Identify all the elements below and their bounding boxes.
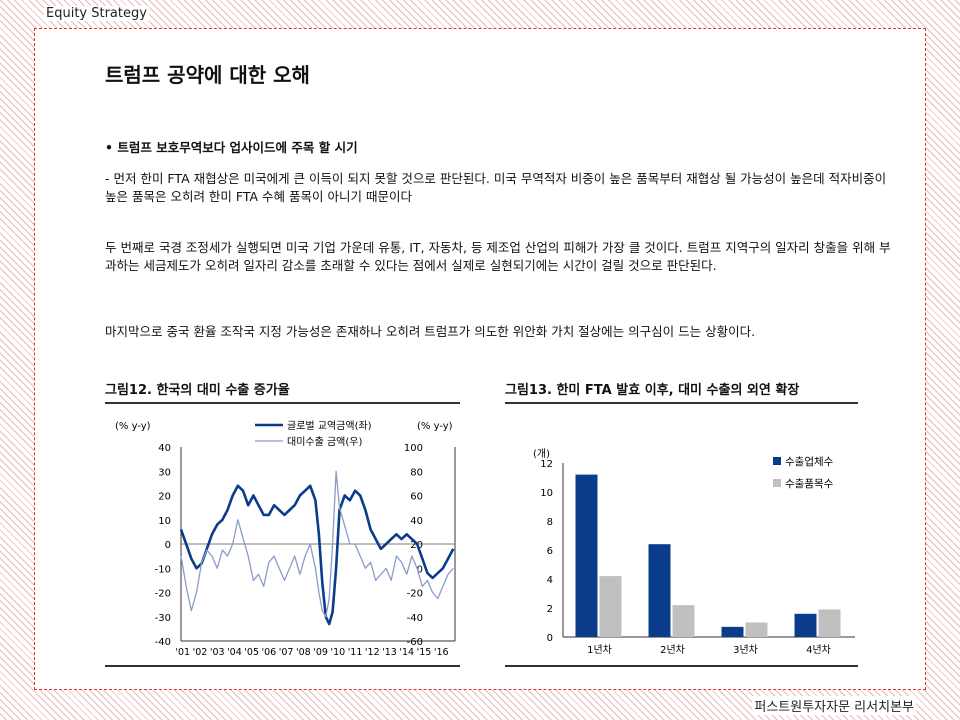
left-axis-unit: (% y-y)	[115, 421, 151, 432]
report-panel: 트럼프 공약에 대한 오해 • 트럼프 보호무역보다 업사이드에 주목 할 시기…	[34, 28, 926, 690]
legend-label-1: 수출업체수	[785, 455, 834, 468]
y-tick-label: 4	[547, 575, 553, 586]
y-tick-label: 2	[547, 604, 553, 615]
bar-1-1	[575, 474, 598, 637]
right-tick-label: 100	[404, 443, 423, 454]
bar-1-4	[794, 613, 817, 637]
figure-13-rule	[505, 665, 858, 667]
figure-12-title: 그림12. 한국의 대미 수출 증가율	[105, 379, 460, 404]
right-tick-label: 0	[417, 564, 423, 575]
y-tick-label: 10	[540, 488, 553, 499]
y-tick-label: 8	[547, 517, 553, 528]
left-tick-label: 40	[158, 443, 171, 454]
legend-swatch-1	[773, 457, 781, 465]
right-tick-label: -40	[407, 613, 423, 624]
bar-2-1	[599, 576, 622, 637]
series-line-1	[179, 484, 455, 626]
paragraph-2: 두 번째로 국경 조정세가 실행되면 미국 기업 가운데 유통, IT, 자동차…	[105, 240, 891, 273]
paragraph-1: - 먼저 한미 FTA 재협상은 미국에게 큰 이득이 되지 못할 것으로 판단…	[105, 171, 887, 204]
left-tick-label: -10	[155, 564, 171, 575]
x-tick-label: '10	[330, 647, 345, 658]
left-tick-label: 30	[158, 467, 171, 478]
bar-1-3	[721, 626, 744, 637]
x-tick-label: '01	[175, 647, 190, 658]
bar-2-4	[818, 609, 841, 637]
page-title: 트럼프 공약에 대한 오해	[105, 63, 310, 87]
bar-2-2	[672, 605, 695, 637]
legend-label-2: 대미수출 금액(우)	[287, 436, 362, 448]
y-tick-label: 0	[547, 633, 553, 644]
left-tick-label: -40	[155, 637, 171, 648]
x-tick-label: 2년차	[660, 644, 685, 656]
y-tick-label: 6	[547, 546, 553, 557]
section-bullet: • 트럼프 보호무역보다 업사이드에 주목 할 시기	[105, 140, 358, 155]
right-tick-label: 40	[410, 516, 423, 527]
series-line-2	[180, 470, 454, 618]
x-tick-label: '09	[313, 647, 328, 658]
bar-1-2	[648, 544, 671, 637]
figure-13-title: 그림13. 한미 FTA 발효 이후, 대미 수출의 외연 확장	[505, 379, 858, 404]
y-tick-label: 12	[540, 459, 553, 470]
bar-2-3	[745, 622, 768, 637]
left-tick-label: 20	[158, 492, 171, 503]
x-tick-label: '13	[382, 647, 397, 658]
right-tick-label: 80	[410, 467, 423, 478]
x-tick-label: '11	[348, 647, 363, 658]
right-axis-unit: (% y-y)	[417, 421, 453, 432]
x-tick-label: '16	[434, 647, 449, 658]
footer-label: 퍼스트원투자자문 리서치본부	[752, 696, 916, 715]
x-tick-label: 4년차	[806, 644, 831, 656]
right-tick-label: -60	[407, 637, 423, 648]
left-tick-label: 10	[158, 516, 171, 527]
figure-12: 그림12. 한국의 대미 수출 증가율 (% y-y) (% y-y) 40 30 20…	[105, 379, 460, 667]
paragraph-3: 마지막으로 중국 환율 조작국 지정 가능성은 존재하나 오히려 트럼프가 의도…	[105, 324, 756, 339]
x-tick-label: 3년차	[733, 644, 758, 656]
x-tick-label: '15	[417, 647, 432, 658]
y-axis-unit: (개)	[533, 448, 550, 460]
left-tick-label: -20	[155, 589, 171, 600]
legend-swatch-2	[773, 479, 781, 487]
right-tick-label: -20	[407, 589, 423, 600]
x-tick-label: '14	[399, 647, 414, 658]
x-tick-label: '08	[296, 647, 311, 658]
line-chart: (% y-y) (% y-y)403020100-10-20-30-4010080…	[115, 420, 456, 658]
legend-label-2: 수출품목수	[785, 478, 834, 490]
left-tick-label: -30	[155, 613, 171, 624]
right-tick-label: 60	[410, 492, 423, 503]
x-tick-label: '05	[244, 647, 259, 658]
left-tick-label: 0	[165, 540, 171, 551]
figure-13: 그림13. 한미 FTA 발효 이후, 대미 수출의 외연 확장 (개) 12 10…	[505, 379, 858, 667]
x-tick-label: 1년차	[587, 644, 612, 656]
x-tick-label: '07	[279, 647, 294, 658]
x-tick-label: '02	[193, 647, 208, 658]
header-label: Equity Strategy	[44, 6, 149, 21]
x-tick-label: '12	[365, 647, 380, 658]
x-tick-label: '03	[210, 647, 225, 658]
x-tick-label: '06	[262, 647, 277, 658]
legend-label-1: 글로벌 교역금액(좌)	[287, 420, 372, 432]
x-tick-label: '04	[227, 647, 242, 658]
figure-12-rule	[105, 665, 460, 667]
